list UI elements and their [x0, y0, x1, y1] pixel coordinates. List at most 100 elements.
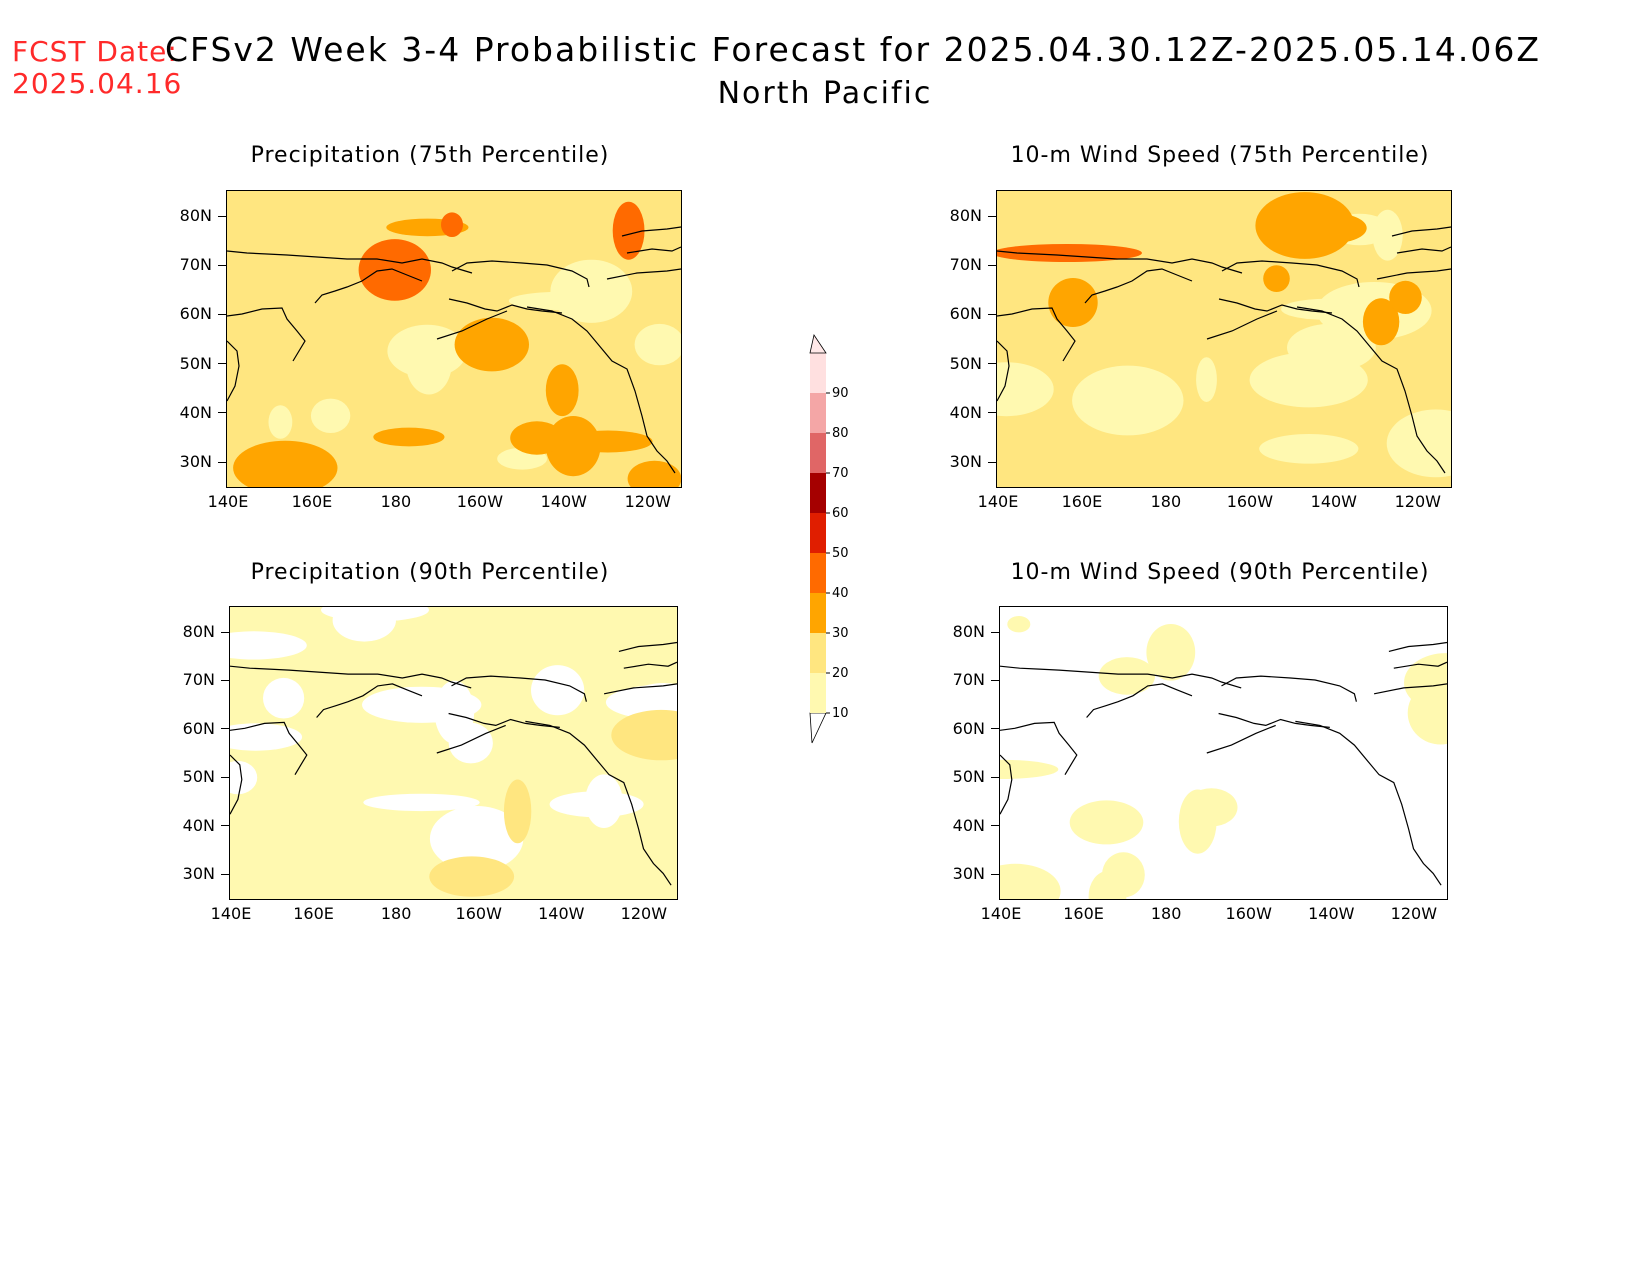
x-tick-label: 120W: [624, 492, 671, 511]
probability-contour-patch: [1389, 280, 1422, 314]
probability-contour-patch: [429, 856, 515, 897]
coastline: [1000, 665, 1242, 689]
coastline: [1391, 226, 1451, 237]
y-tick-label: 60N: [168, 304, 226, 323]
map-field: [1000, 607, 1447, 899]
probability-contour-patch: [230, 760, 258, 795]
y-tick-label: 70N: [168, 255, 226, 274]
coastline: [1221, 260, 1360, 288]
coastline: [1388, 641, 1447, 652]
y-tick-label: 30N: [941, 864, 999, 883]
y-tick-label: 40N: [941, 816, 999, 835]
colorbar: 10 20 30 40 50 60 70 80 90: [809, 333, 849, 744]
probability-contour-patch: [387, 324, 467, 378]
coastline: [526, 306, 676, 474]
coastline: [997, 340, 1010, 402]
y-tick-label: 80N: [168, 206, 226, 225]
coastline: [1206, 310, 1278, 340]
probability-contour-patch: [997, 244, 1142, 262]
x-tick-label: 120W: [620, 904, 668, 923]
map-wind-90: [999, 606, 1448, 900]
map-field: [227, 191, 681, 487]
probability-contour-patch: [1000, 759, 1059, 779]
coastline: [1218, 298, 1333, 314]
coastline: [1295, 720, 1442, 886]
coastline: [230, 665, 472, 689]
colorbar-label: 50: [832, 546, 849, 561]
coastline: [606, 268, 681, 280]
colorbar-swatch: [810, 633, 826, 673]
x-tick-label: 160E: [293, 904, 334, 923]
coastline: [626, 246, 681, 254]
coastline: [997, 307, 1076, 362]
colorbar-label: 20: [832, 666, 849, 681]
coastline: [621, 226, 681, 237]
coastline: [227, 250, 473, 274]
coastline: [436, 724, 506, 754]
colorbar-swatch: [810, 513, 826, 553]
x-tick-label: 140E: [980, 904, 1022, 923]
probability-contour-patch: [230, 723, 303, 751]
x-tick-label: 160W: [456, 492, 504, 511]
colorbar-bottom-extension: [809, 712, 827, 744]
probability-contour-patch: [1098, 657, 1156, 695]
x-tick-label: 180: [380, 904, 412, 923]
probability-contour-patch: [634, 323, 681, 366]
colorbar-swatch: [810, 553, 826, 593]
x-tick-label: 120W: [1394, 492, 1441, 511]
map-field: [997, 191, 1451, 487]
colorbar-swatch: [810, 593, 826, 633]
probability-contour-patch: [1255, 192, 1355, 259]
colorbar-swatch: [810, 473, 826, 513]
probability-contour-patch: [510, 421, 564, 455]
probability-contour-patch: [1386, 409, 1451, 478]
coastline: [1084, 268, 1193, 304]
probability-contour-patch: [612, 201, 645, 260]
x-tick-label: 160W: [1226, 492, 1274, 511]
probability-contour-patch: [1263, 265, 1290, 292]
coastline: [314, 268, 423, 304]
probability-contour-patch: [1007, 616, 1031, 633]
probability-contour-patch: [531, 665, 585, 716]
probability-contour-patch: [454, 317, 529, 372]
x-tick-label: 160E: [1063, 904, 1104, 923]
x-tick-label: 140W: [538, 904, 585, 923]
probability-contour-patch: [545, 364, 579, 417]
colorbar-top-extension: [809, 333, 827, 354]
probability-contour-patch: [268, 405, 293, 439]
probability-contour-patch: [503, 779, 532, 844]
coastline: [230, 754, 243, 815]
y-tick-label: 30N: [938, 452, 996, 471]
coastline: [1218, 712, 1330, 728]
colorbar-swatch: [810, 673, 826, 713]
probability-contour-patch: [332, 607, 396, 642]
probability-contour-patch: [1196, 357, 1217, 402]
panel-title-precip-75: Precipitation (75th Percentile): [250, 143, 610, 168]
y-tick-label: 40N: [171, 816, 229, 835]
coastline: [1393, 661, 1447, 669]
x-tick-label: 140E: [977, 492, 1019, 511]
y-tick-label: 30N: [168, 452, 226, 471]
coastline: [623, 661, 677, 669]
colorbar-label: 70: [832, 466, 849, 481]
probability-contour-patch: [233, 440, 338, 487]
probability-contour-patch: [1407, 681, 1447, 745]
probability-contour-patch: [310, 398, 351, 433]
map-field: [230, 607, 677, 899]
x-tick-label: 140W: [1308, 904, 1355, 923]
coastline: [451, 260, 590, 288]
y-tick-label: 80N: [938, 206, 996, 225]
fcst-date-value: 2025.04.16: [12, 67, 183, 100]
y-tick-label: 60N: [938, 304, 996, 323]
coastline: [1296, 306, 1446, 474]
map-wind-75: [996, 190, 1452, 488]
coastline: [230, 721, 308, 776]
y-tick-label: 40N: [168, 403, 226, 422]
x-tick-label: 140E: [207, 492, 249, 511]
coastline: [448, 712, 560, 728]
probability-contour-patch: [627, 460, 681, 487]
y-tick-label: 60N: [171, 719, 229, 738]
main-title: CFSv2 Week 3-4 Probabilistic Forecast fo…: [165, 30, 1541, 69]
map-background: [1000, 607, 1447, 899]
y-tick-label: 80N: [171, 622, 229, 641]
